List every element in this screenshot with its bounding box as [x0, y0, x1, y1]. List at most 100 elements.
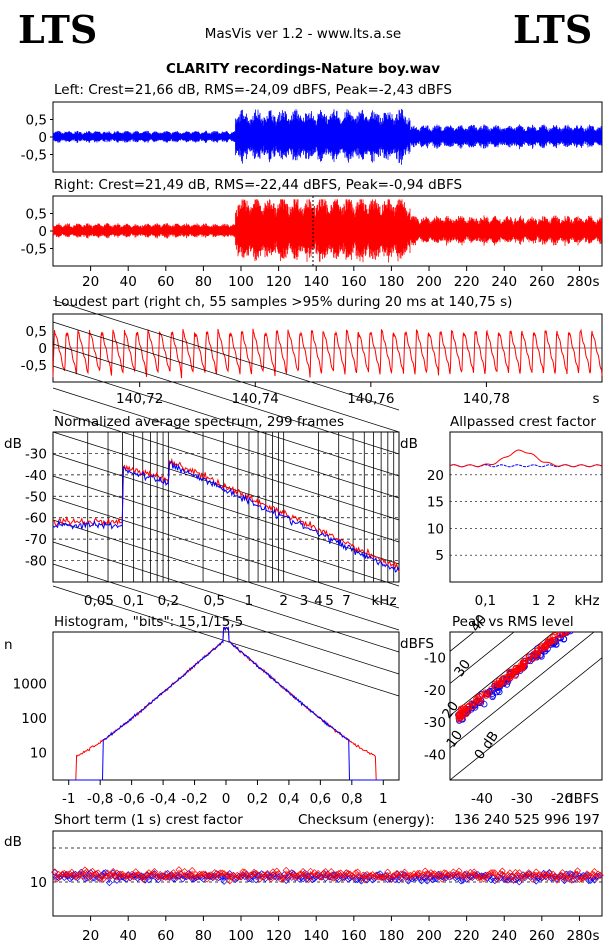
- histogram-xtick-label: 0: [222, 791, 231, 807]
- peak-rms-right-point: [568, 624, 574, 630]
- right-wave-signal: [52, 199, 602, 263]
- peak-rms-diag-label: 10: [443, 727, 466, 750]
- right-wave-xtick-label: 60: [157, 274, 174, 290]
- crest-st-right-point: [553, 876, 561, 884]
- peak-rms-left-point: [568, 623, 574, 629]
- peak-rms-diag-label: 0 dB: [471, 728, 502, 762]
- spectrum-xunit: kHz: [371, 593, 396, 609]
- spectrum-xtick-label: 1: [245, 593, 254, 609]
- right-wave-xtick-label: 100: [228, 274, 254, 290]
- crest-st-left-point: [489, 874, 497, 882]
- crest-st-right-point: [474, 874, 482, 882]
- crest-st-right-point: [363, 871, 371, 879]
- left-wave-ytick-label: 0,5: [26, 113, 47, 129]
- spectrum-slope-line: [52, 541, 400, 653]
- crest-st-right-point: [233, 871, 241, 879]
- crest-st-right-point: [532, 868, 540, 876]
- crest-st-right-point: [472, 871, 480, 879]
- allpass-xtick-label: 2: [547, 593, 556, 609]
- crest-st-right-point: [231, 874, 239, 882]
- crest-st-right-point: [361, 876, 369, 884]
- crest-st-right-point: [152, 872, 160, 880]
- histogram-right-series: [68, 627, 384, 781]
- crest-st-right-point: [199, 870, 207, 878]
- crest-st-xtick-label: 240: [491, 928, 517, 944]
- left-wave-ytick-label: -0,5: [21, 148, 47, 164]
- crest-st-right-point: [504, 871, 512, 879]
- crest-st-right-point: [167, 872, 175, 880]
- allpass-frame: [449, 431, 603, 583]
- crest-st-left-point: [117, 873, 125, 881]
- crest-st-right-point: [228, 872, 236, 880]
- peak-rms-right-point: [533, 648, 541, 655]
- allpass-ytick-label: 15: [427, 495, 444, 511]
- crest-st-right-point: [198, 871, 206, 879]
- crest-st-right-point: [451, 871, 459, 879]
- spectrum-slope-line: [52, 563, 400, 675]
- crest-st-right-series: [54, 868, 601, 882]
- crest-st-left-point: [525, 870, 533, 878]
- crest-st-right-point: [414, 870, 422, 878]
- crest-st-right-point: [594, 870, 602, 878]
- peak-rms-diagonal: [450, 657, 602, 780]
- crest-st-right-point: [164, 873, 172, 881]
- crest-st-right-point: [378, 874, 386, 882]
- peak-rms-right-point: [575, 620, 581, 626]
- crest-st-right-point: [547, 872, 555, 880]
- crest-st-xtick-label: 60: [157, 928, 174, 944]
- peak-rms-left-point: [571, 622, 577, 628]
- peak-rms-right-point: [482, 689, 489, 696]
- crest-st-right-point: [418, 872, 426, 880]
- crest-st-right-point: [523, 871, 531, 879]
- peak-rms-right-point: [573, 619, 579, 625]
- crest-st-left-point: [100, 869, 108, 877]
- crest-st-right-point: [58, 870, 66, 878]
- peak-rms-diag-label: 30: [451, 657, 474, 680]
- peak-rms-left-point: [567, 632, 574, 635]
- crest-st-right-point: [453, 870, 461, 878]
- peak-rms-ytick-label: -30: [424, 715, 446, 731]
- crest-st-right-point: [555, 873, 563, 881]
- histogram-xtick-label: -0,6: [118, 791, 144, 807]
- peak-rms-right-point: [491, 680, 499, 688]
- histogram-ytick-label: 10: [30, 745, 47, 761]
- loudest-ytick-label: -0,5: [21, 358, 47, 374]
- logo-left: LTS: [18, 7, 98, 52]
- spectrum-ytick-label: -40: [25, 468, 47, 484]
- allpass-xtick-label: 0,1: [475, 593, 496, 609]
- crest-st-right-point: [305, 876, 313, 884]
- crest-st-right-point: [574, 867, 582, 875]
- histogram-frame: [52, 631, 400, 781]
- right-wave-xtick-label: 280: [567, 274, 593, 290]
- spectrum-slope-line: [52, 497, 400, 609]
- peak-rms-right-point: [534, 652, 542, 660]
- histogram-title: Histogram, "bits": 15,1/15,5: [54, 614, 244, 630]
- crest-st-right-point: [211, 869, 219, 877]
- crest-st-xtick-label: 220: [454, 928, 480, 944]
- crest-st-left-point: [491, 877, 499, 885]
- crest-st-right-point: [115, 873, 123, 881]
- histogram-xtick-label: 0,6: [310, 791, 331, 807]
- spectrum-xtick-label: 2: [279, 593, 288, 609]
- crest-st-left-point: [104, 872, 112, 880]
- crest-st-xtick-label: 40: [120, 928, 137, 944]
- crest-st-right-point: [446, 871, 454, 879]
- crest-st-right-point: [79, 872, 87, 880]
- peak-rms-right-point: [544, 638, 551, 645]
- peak-rms-right-point: [542, 644, 549, 651]
- spectrum-right-series: [53, 457, 400, 573]
- crest-st-right-point: [85, 874, 93, 882]
- peak-rms-frame: [449, 631, 603, 781]
- peak-rms-diagonal: [450, 632, 555, 717]
- crest-st-right-point: [169, 869, 177, 877]
- peak-rms-right-point: [471, 700, 478, 707]
- crest-st-right-point: [339, 874, 347, 882]
- spectrum-slope-line: [52, 299, 400, 411]
- crest-st-right-point: [335, 870, 343, 878]
- crest-st-right-point: [90, 871, 98, 879]
- peak-rms-ytick-label: -20: [424, 683, 446, 699]
- crest-st-right-point: [51, 868, 59, 876]
- crest-st-xunit: s: [592, 928, 599, 944]
- peak-rms-right-point: [456, 709, 464, 717]
- peak-rms-ytick-label: -40: [424, 747, 446, 763]
